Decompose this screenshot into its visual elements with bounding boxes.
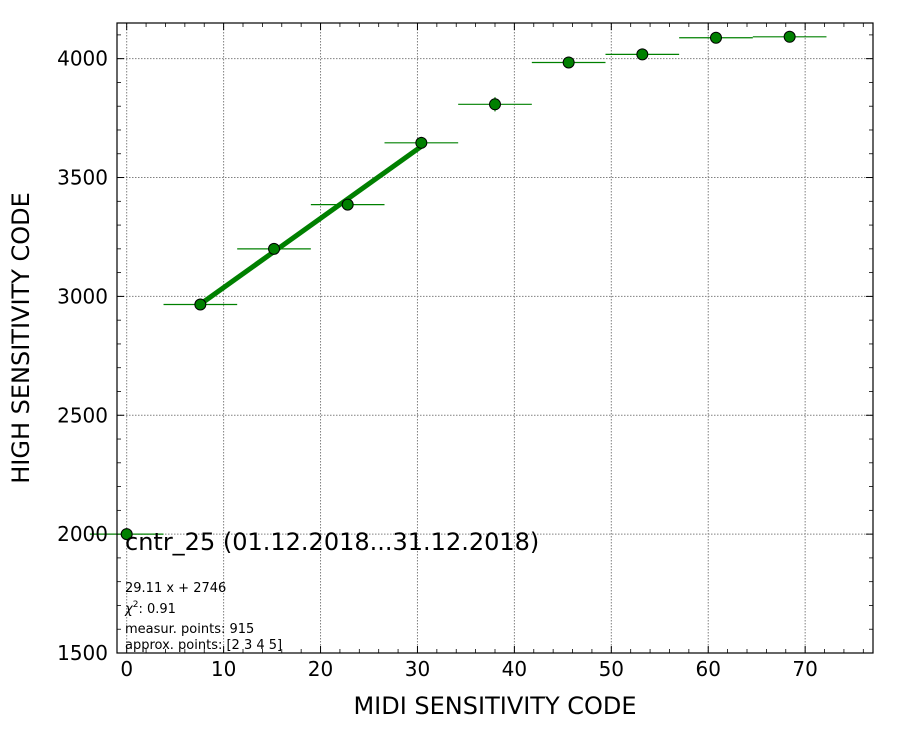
chi2-superscript: 2 [133, 600, 139, 610]
x-tick-label: 10 [211, 657, 236, 681]
plot-frame [116, 22, 874, 654]
grid [117, 23, 873, 653]
approx-points: approx. points: [2 3 4 5] [125, 638, 282, 653]
data-point [489, 98, 501, 111]
measured-points: measur. points: 915 [125, 622, 254, 637]
x-tick-labels: 0 10 20 30 40 50 60 70 [120, 657, 818, 681]
data-point [415, 136, 428, 149]
y-tick-labels: 1500 2000 2500 3000 3500 4000 [57, 47, 108, 665]
data-point [636, 48, 649, 61]
x-axis-label: MIDI SENSITIVITY CODE [353, 692, 636, 720]
data-point [194, 298, 207, 311]
x-tick-label: 60 [696, 657, 721, 681]
y-tick-label: 2500 [57, 403, 108, 427]
y-tick-label: 3000 [57, 284, 108, 308]
data-point [562, 56, 575, 69]
chart-title: cntr_25 (01.12.2018...31.12.2018) [125, 528, 539, 556]
data-point [341, 198, 354, 211]
data-point [709, 31, 722, 44]
chi2-value: χ2: 0.91 [124, 600, 176, 617]
fit-line [198, 144, 423, 307]
data-markers [120, 30, 796, 541]
data-point [120, 528, 133, 541]
chi2-number: : 0.91 [138, 602, 175, 617]
fit-line-group [198, 144, 423, 307]
x-tick-label: 20 [308, 657, 333, 681]
chi2-symbol: χ [124, 602, 134, 617]
data-point [783, 30, 796, 43]
minor-ticks [117, 23, 873, 653]
data-point [268, 242, 281, 255]
y-axis-label: HIGH SENSITIVITY CODE [7, 192, 35, 484]
y-tick-label: 4000 [57, 47, 108, 71]
y-tick-label: 3500 [57, 166, 108, 190]
x-tick-label: 30 [405, 657, 430, 681]
x-tick-label: 40 [502, 657, 527, 681]
y-tick-label: 2000 [57, 522, 108, 546]
x-tick-label: 50 [599, 657, 624, 681]
y-tick-label: 1500 [57, 641, 108, 665]
fit-equation: 29.11 x + 2746 [125, 581, 226, 596]
x-tick-label: 70 [792, 657, 817, 681]
x-tick-label: 0 [120, 657, 133, 681]
